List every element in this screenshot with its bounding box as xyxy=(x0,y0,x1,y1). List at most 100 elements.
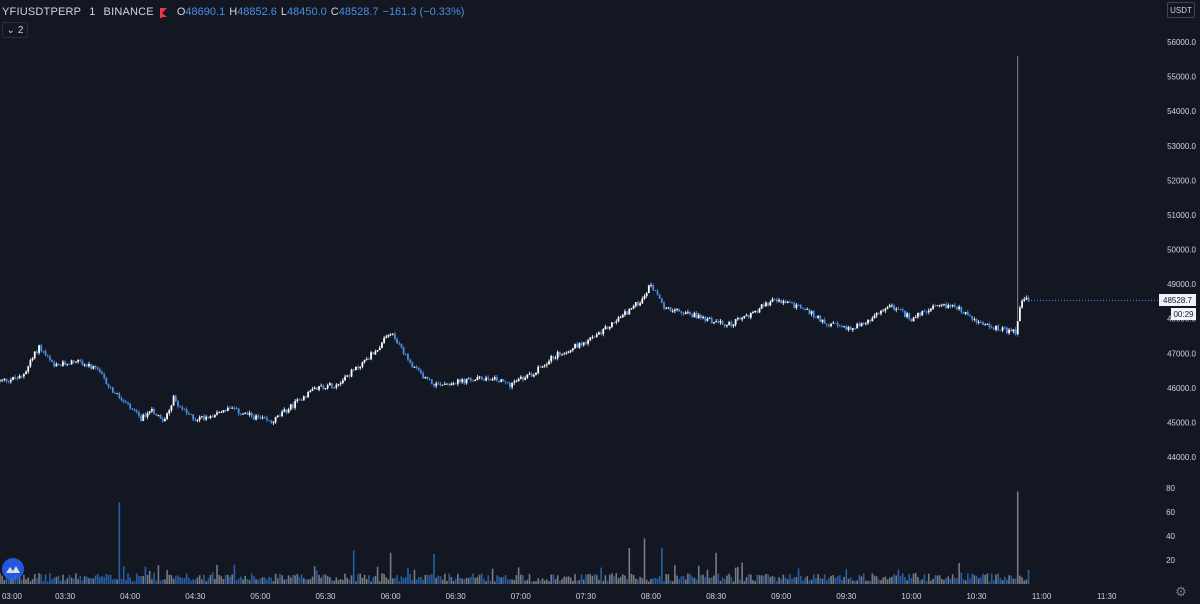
candle-body xyxy=(611,322,613,327)
candle-body xyxy=(695,312,698,319)
candle-body xyxy=(107,384,110,387)
volume-bar xyxy=(758,575,761,584)
candle-body xyxy=(934,305,937,307)
volume-bar xyxy=(346,577,348,584)
candle-body xyxy=(20,375,23,377)
tradingview-logo[interactable] xyxy=(2,558,24,580)
volume-bar xyxy=(593,573,596,584)
candle-body xyxy=(298,399,301,401)
candle-body xyxy=(144,414,147,417)
volume-bar xyxy=(361,577,364,584)
volume-bar xyxy=(719,580,722,584)
candle-body xyxy=(328,383,331,386)
volume-bar xyxy=(227,574,229,584)
volume-bar xyxy=(691,576,694,584)
candle-body xyxy=(259,417,262,419)
volume-bar xyxy=(86,576,88,584)
volume-bar xyxy=(44,574,47,584)
volume-bar xyxy=(821,578,824,584)
candle-body xyxy=(576,343,579,348)
candle-body xyxy=(1021,300,1023,308)
candle-body xyxy=(500,379,503,382)
time-tick-label: 06:00 xyxy=(381,592,402,601)
volume-bar xyxy=(62,574,64,584)
volume-bar xyxy=(174,576,177,584)
candle-body xyxy=(252,416,255,420)
volume-bar xyxy=(665,574,667,584)
candle-body xyxy=(951,305,954,307)
volume-bar xyxy=(650,578,652,584)
candle-body xyxy=(778,299,780,302)
volume-bar xyxy=(559,580,561,584)
volume-bar xyxy=(893,574,895,584)
candle-body xyxy=(311,389,314,391)
candle-body xyxy=(213,414,216,418)
candle-body xyxy=(192,414,195,420)
currency-unit-button[interactable]: USDT xyxy=(1167,2,1195,18)
candle-body xyxy=(654,290,657,292)
candle-body xyxy=(415,367,418,369)
volume-bar xyxy=(550,574,552,584)
time-tick-label: 03:00 xyxy=(2,592,23,601)
volume-bar xyxy=(587,574,589,584)
volume-bar xyxy=(689,573,691,584)
candle-body xyxy=(689,312,691,315)
candle-body xyxy=(196,420,199,421)
volume-bar xyxy=(88,578,90,584)
candle-body xyxy=(207,416,210,418)
volume-bar xyxy=(580,574,583,584)
volume-bar xyxy=(190,580,192,584)
candle-body xyxy=(51,360,53,363)
time-tick-label: 11:30 xyxy=(1097,592,1117,601)
candle-body xyxy=(122,400,125,402)
volume-bar xyxy=(142,575,145,584)
volume-bar xyxy=(428,575,431,584)
volume-bar xyxy=(734,567,737,584)
volume-bar xyxy=(1003,576,1006,584)
volume-bar xyxy=(444,573,446,584)
candle-body xyxy=(574,343,576,349)
candle-body xyxy=(92,365,95,369)
flag-icon[interactable] xyxy=(159,7,169,18)
volume-bar xyxy=(754,580,756,584)
price-tick-label: 49000.0 xyxy=(1167,280,1196,289)
candle-body xyxy=(322,385,325,390)
volume-bar xyxy=(476,576,479,584)
volume-bar xyxy=(313,566,316,584)
volume-bar xyxy=(715,552,717,584)
volume-bar xyxy=(415,579,418,584)
volume-bar xyxy=(925,580,928,584)
volume-bar xyxy=(467,578,470,584)
interval-label[interactable]: 1 xyxy=(89,6,96,18)
volume-bar xyxy=(782,574,785,584)
volume-bar xyxy=(433,554,435,584)
volume-bar xyxy=(1001,580,1004,584)
symbol-name[interactable]: YFIUSDTPERP xyxy=(2,6,82,18)
volume-bar xyxy=(574,574,576,584)
candle-body xyxy=(66,363,69,365)
volume-bar xyxy=(18,576,21,584)
volume-bar xyxy=(530,581,533,584)
candle-body xyxy=(660,298,663,303)
gear-icon[interactable]: ⚙ xyxy=(1175,584,1187,599)
candle-body xyxy=(975,319,978,323)
candle-body xyxy=(59,364,62,366)
volume-bar xyxy=(852,580,854,584)
candle-body xyxy=(506,382,509,383)
candle-body xyxy=(387,334,390,337)
candle-body xyxy=(124,401,127,403)
candle-body xyxy=(35,351,38,353)
volume-bar xyxy=(396,575,398,584)
volume-bar xyxy=(3,579,6,584)
indicator-collapse-button[interactable]: ⌄ 2 xyxy=(2,22,28,38)
volume-bar xyxy=(218,574,220,584)
volume-bar xyxy=(704,577,707,584)
candle-body xyxy=(960,306,963,313)
candle-body xyxy=(344,376,346,381)
candle-body xyxy=(62,361,64,366)
candle-body xyxy=(417,368,420,371)
candle-body xyxy=(823,319,826,324)
volume-bar xyxy=(253,576,255,584)
candle-body xyxy=(155,413,158,416)
